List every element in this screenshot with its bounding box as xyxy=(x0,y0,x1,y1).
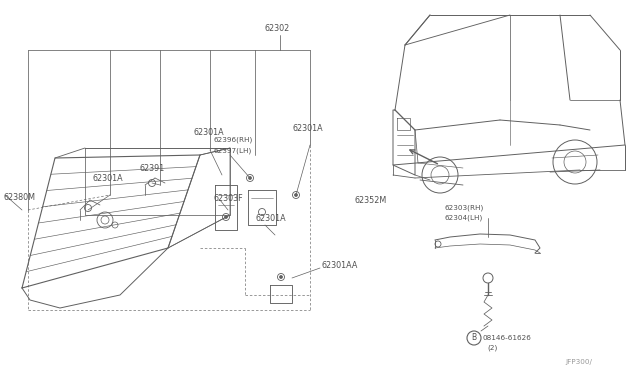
Text: 08146-61626: 08146-61626 xyxy=(483,335,532,341)
Text: 62396(RH): 62396(RH) xyxy=(213,137,252,143)
Text: 62301A: 62301A xyxy=(193,128,223,137)
Text: 62397(LH): 62397(LH) xyxy=(213,148,252,154)
Text: 62380M: 62380M xyxy=(3,193,35,202)
Text: 62301A: 62301A xyxy=(293,124,324,132)
Text: (2): (2) xyxy=(487,345,497,351)
Text: 62301A: 62301A xyxy=(255,214,285,222)
Circle shape xyxy=(248,176,252,180)
Circle shape xyxy=(280,276,282,279)
Text: 62303(RH): 62303(RH) xyxy=(445,205,484,211)
Circle shape xyxy=(225,215,227,218)
Text: 62301AA: 62301AA xyxy=(322,260,358,269)
Text: 62304(LH): 62304(LH) xyxy=(445,215,483,221)
Text: 62391: 62391 xyxy=(140,164,165,173)
Text: 62302: 62302 xyxy=(265,23,291,32)
Text: JFP300/: JFP300/ xyxy=(565,359,592,365)
Text: B: B xyxy=(472,334,477,343)
Text: 62301A: 62301A xyxy=(92,173,123,183)
Circle shape xyxy=(294,193,298,196)
Text: 62303F: 62303F xyxy=(213,193,243,202)
Text: 62352M: 62352M xyxy=(355,196,387,205)
